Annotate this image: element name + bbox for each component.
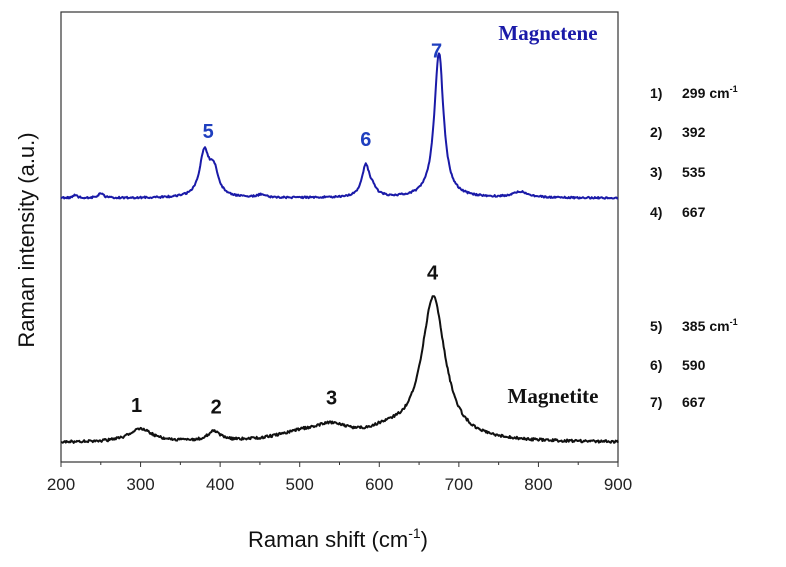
peak-list-number: 3) bbox=[650, 164, 662, 180]
peak-label-2: 2 bbox=[211, 396, 222, 418]
x-axis-label: Raman shift (cm-1) bbox=[248, 525, 428, 552]
peak-list-row: 3) 535 bbox=[650, 164, 706, 180]
series-label-magnetene: Magnetene bbox=[498, 21, 597, 45]
peak-list-number: 4) bbox=[650, 204, 662, 220]
peak-list-number: 7) bbox=[650, 394, 662, 410]
peak-list-value: 590 bbox=[682, 357, 706, 373]
x-tick-label: 500 bbox=[286, 475, 314, 494]
peak-list-row: 4) 667 bbox=[650, 204, 706, 220]
x-axis-label-sup: -1 bbox=[408, 525, 421, 541]
x-tick-label: 600 bbox=[365, 475, 393, 494]
x-tick-label: 200 bbox=[47, 475, 75, 494]
x-tick-label: 800 bbox=[524, 475, 552, 494]
peak-list-value: 299 cm-1 bbox=[682, 84, 738, 101]
peak-label-3: 3 bbox=[326, 388, 337, 410]
peak-list-row: 2) 392 bbox=[650, 124, 706, 140]
series-line-magnetite bbox=[60, 295, 619, 444]
series-label-magnetite: Magnetite bbox=[508, 384, 599, 408]
x-tick-label: 900 bbox=[604, 475, 632, 494]
peak-list-row: 7) 667 bbox=[650, 394, 706, 410]
x-axis-label-close: ) bbox=[421, 527, 428, 552]
x-tick-label: 400 bbox=[206, 475, 234, 494]
peak-list-value: 667 bbox=[682, 204, 706, 220]
peak-list-number: 1) bbox=[650, 85, 662, 101]
peak-label-1: 1 bbox=[131, 395, 142, 417]
x-tick-label: 700 bbox=[445, 475, 473, 494]
peak-label-4: 4 bbox=[427, 262, 439, 284]
peak-list-number: 5) bbox=[650, 318, 662, 334]
peak-list-value: 392 bbox=[682, 124, 706, 140]
peak-list-number: 2) bbox=[650, 124, 662, 140]
peak-list-value: 385 cm-1 bbox=[682, 317, 738, 334]
peak-label-5: 5 bbox=[203, 121, 214, 143]
peak-list-row: 6) 590 bbox=[650, 357, 706, 373]
peak-list-value: 535 bbox=[682, 164, 706, 180]
peak-list-row: 5) 385 cm-1 bbox=[650, 317, 738, 334]
x-axis-label-main: Raman shift (cm bbox=[248, 527, 408, 552]
peak-list-number: 6) bbox=[650, 357, 662, 373]
peak-label-7: 7 bbox=[431, 40, 442, 62]
x-tick-label: 300 bbox=[126, 475, 154, 494]
peak-label-6: 6 bbox=[360, 129, 371, 151]
peak-list-row: 1) 299 cm-1 bbox=[650, 84, 738, 101]
series-line-magnetene bbox=[60, 52, 619, 200]
peak-list-value: 667 bbox=[682, 394, 706, 410]
y-axis-label: Raman intensity (a.u.) bbox=[14, 132, 39, 347]
